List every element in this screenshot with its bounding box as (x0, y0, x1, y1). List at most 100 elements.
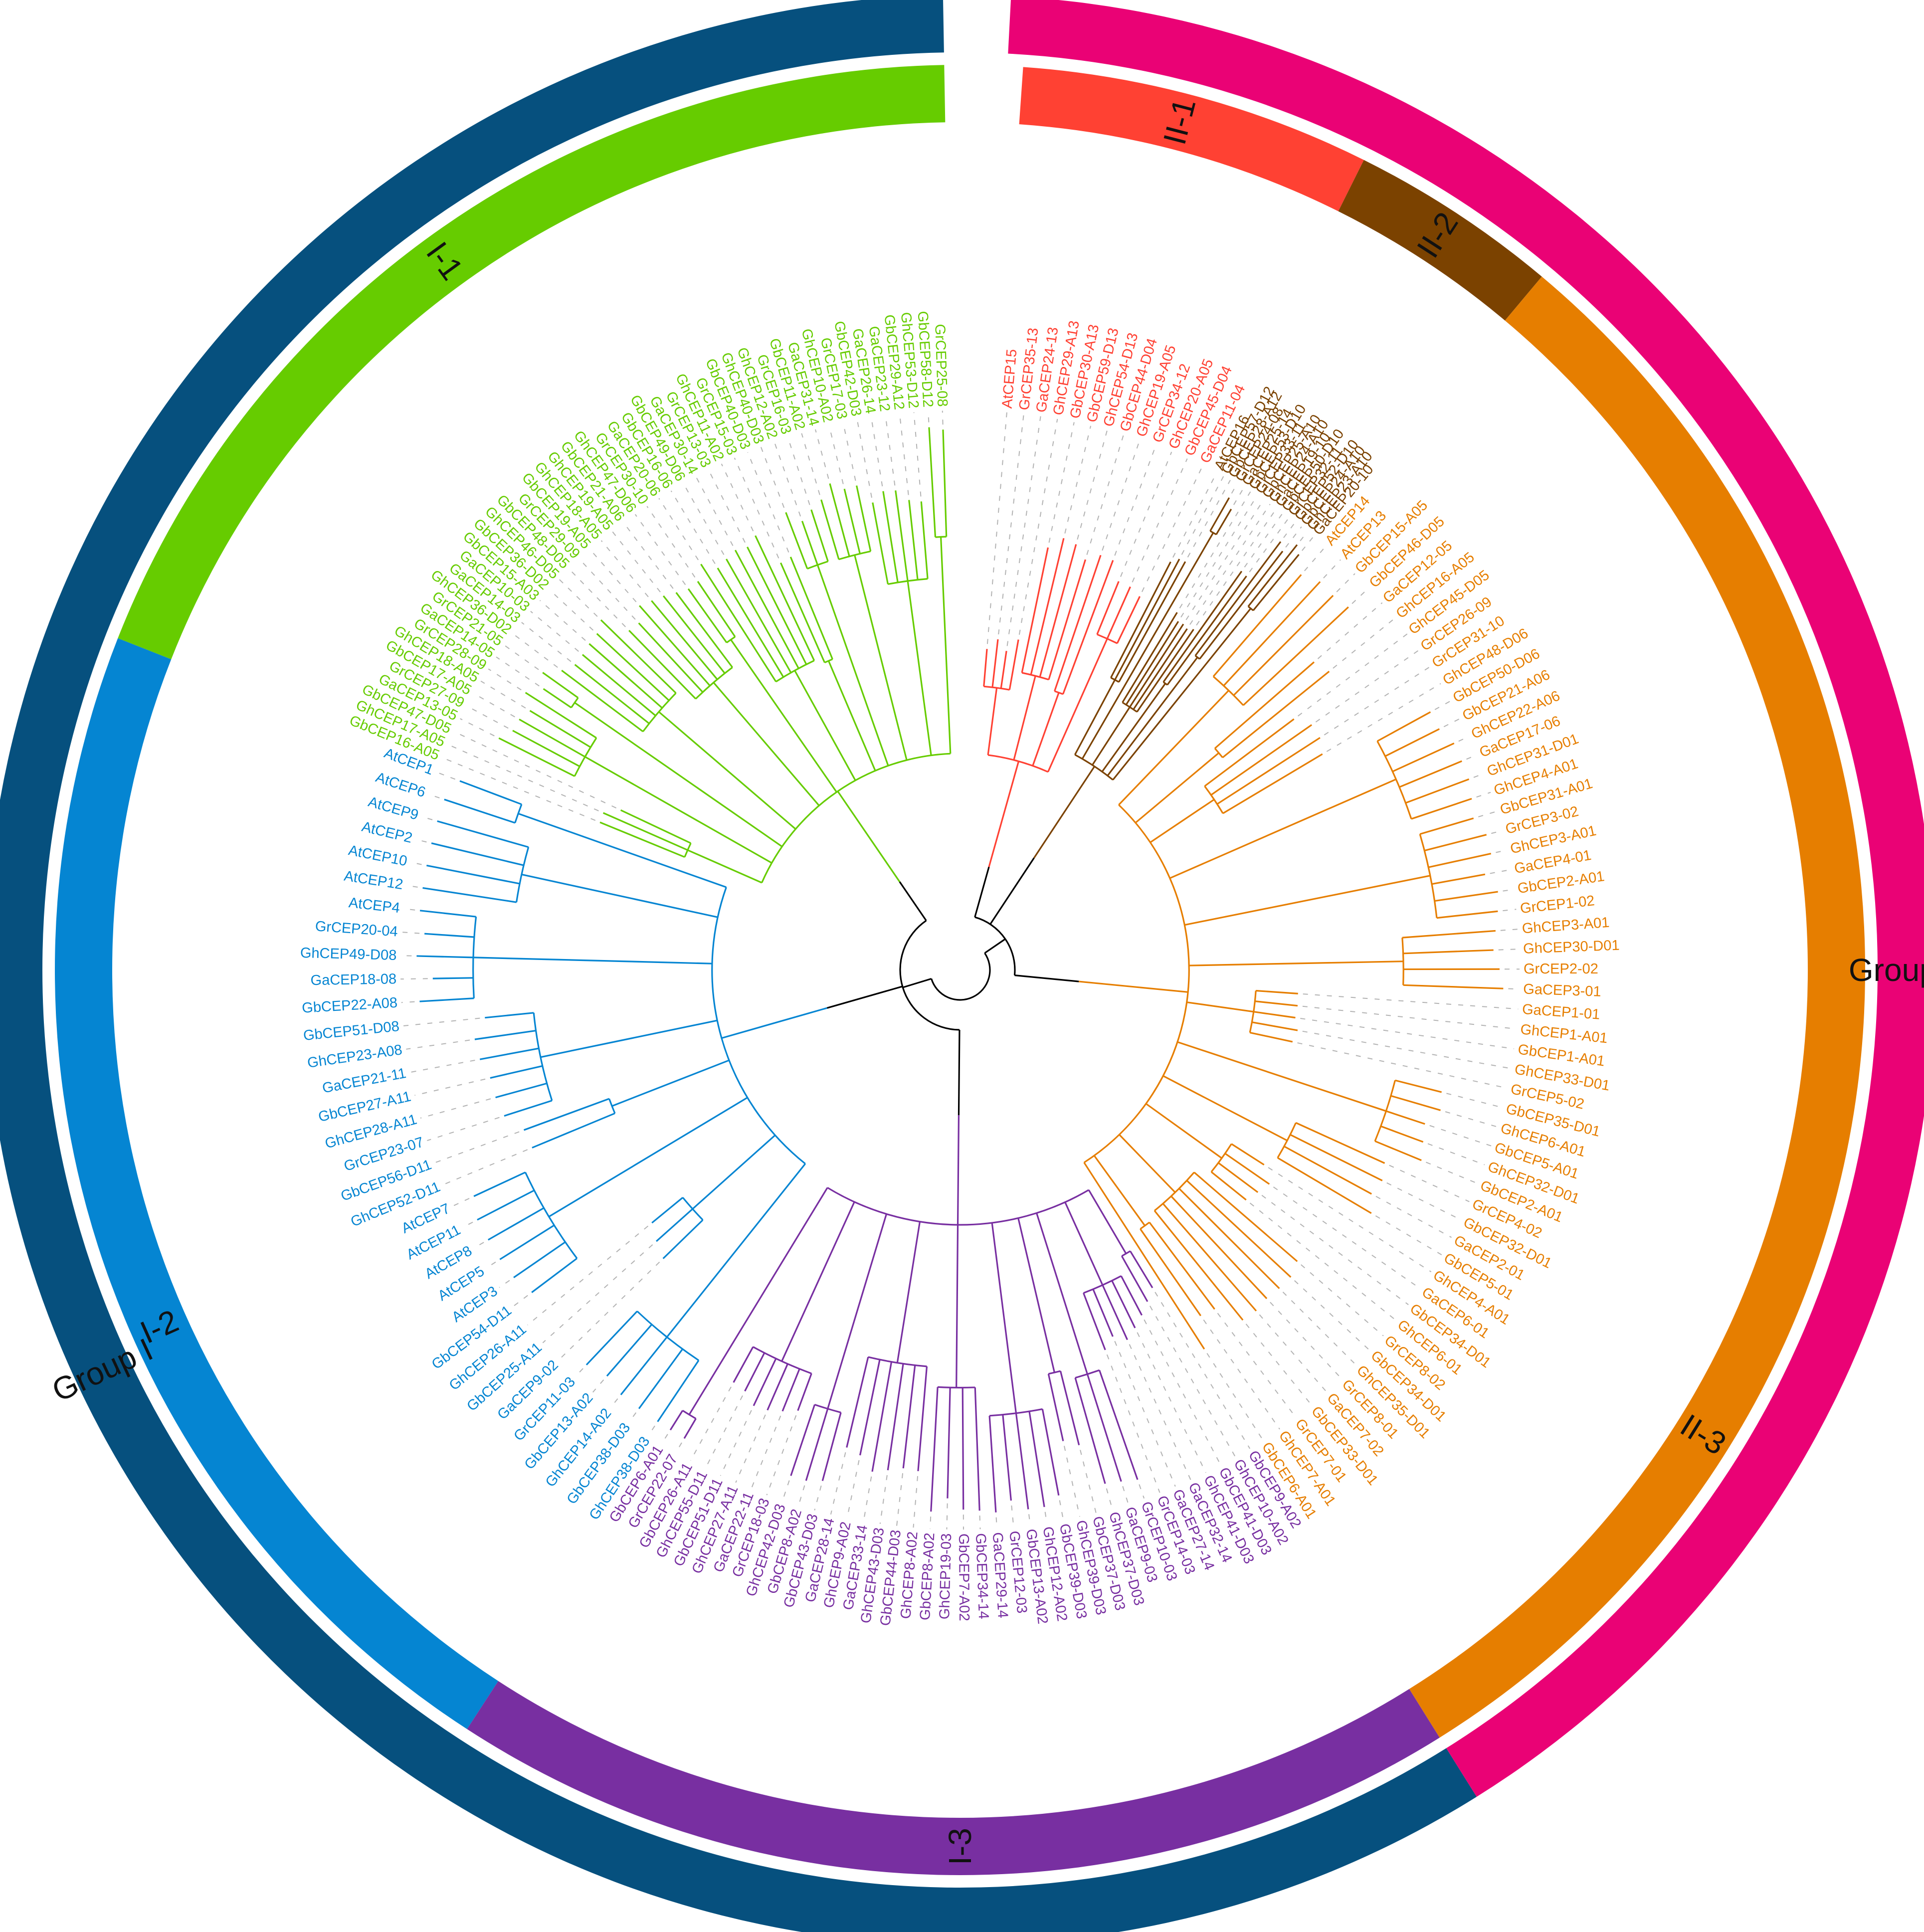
branch (512, 730, 580, 768)
branch (1223, 581, 1321, 687)
branch (991, 1222, 1017, 1413)
leaf-guide (452, 1198, 470, 1207)
branch (1114, 559, 1180, 680)
branch (983, 649, 988, 687)
branch (581, 654, 656, 717)
branch (872, 502, 889, 584)
branch (882, 491, 899, 583)
leaf-label: GrCEP1-02 (1520, 893, 1595, 917)
branch (444, 798, 516, 824)
leaf-guide (720, 1410, 752, 1476)
leaf-label: GaCEP18-08 (310, 971, 396, 988)
branch (810, 509, 829, 562)
branch (1118, 690, 1229, 805)
branch (989, 857, 1035, 925)
branch (1059, 1370, 1080, 1446)
branch (1284, 1146, 1372, 1195)
branch (548, 1097, 748, 1218)
branch (529, 710, 591, 748)
leaf-guide (1064, 425, 1092, 534)
branch (1210, 724, 1313, 796)
branch (887, 1363, 904, 1471)
branch-arc (1210, 1143, 1232, 1172)
leaf-label: GbCEP34-14 (972, 1533, 991, 1620)
leaf-guide (1443, 718, 1460, 728)
leaf-guide (629, 1412, 637, 1422)
branch (1112, 608, 1252, 780)
leaf-guide (1259, 1314, 1328, 1393)
leaf-guide (463, 1221, 473, 1228)
branch (1170, 1195, 1268, 1299)
leaf-guide (488, 668, 522, 691)
branch (1212, 574, 1302, 677)
branch-arc (1204, 785, 1224, 814)
branch (658, 711, 796, 830)
branch (490, 1065, 543, 1079)
leaf-guide (579, 559, 636, 620)
branch (1008, 639, 1019, 690)
branch (1013, 675, 1036, 761)
branch (816, 565, 889, 766)
leaf-label: AtCEP10 (347, 842, 408, 869)
branch (1247, 544, 1298, 607)
leaf-guide (575, 1368, 583, 1377)
branch (479, 1047, 539, 1060)
branch (1233, 594, 1334, 696)
branch (1252, 554, 1300, 611)
branch (1047, 638, 1108, 773)
branch (1002, 1414, 1012, 1501)
branch (1215, 508, 1232, 535)
leaf-guide (512, 633, 558, 668)
leaf-guide (1114, 1341, 1176, 1487)
leaf-guide (782, 1480, 790, 1501)
leaf-guide (1063, 1446, 1080, 1517)
branch (498, 737, 575, 777)
leaf-guide (1503, 889, 1514, 892)
branch (726, 559, 792, 673)
branch (1139, 1248, 1205, 1350)
branch (424, 933, 475, 938)
leaf-guide (1273, 1186, 1421, 1289)
leaf-guide (1498, 949, 1520, 951)
leaf-guide (1077, 430, 1108, 540)
branch (1218, 1162, 1259, 1193)
branch (584, 756, 772, 864)
leaf-label: GaCEP1-01 (1522, 1001, 1600, 1023)
leaf-guide (846, 1460, 860, 1519)
leaf-guide (675, 1442, 682, 1453)
branch (1193, 1171, 1298, 1262)
branch (1403, 949, 1494, 955)
leaf-label: AtCEP12 (343, 868, 404, 893)
branch-arc (726, 636, 736, 643)
branch (1184, 875, 1431, 926)
branch (437, 820, 529, 848)
branch (1079, 980, 1188, 993)
branch (1256, 989, 1298, 994)
clade-i-2-ring (54, 638, 499, 1730)
branch (1177, 1041, 1386, 1112)
branch-arc (807, 561, 828, 570)
leaf-guide (646, 506, 696, 578)
branch (987, 688, 998, 756)
leaf-guide (1189, 504, 1271, 625)
branch (984, 938, 1006, 954)
leaf-guide (1187, 480, 1231, 558)
leaf-guide (1018, 418, 1058, 635)
branch (1295, 1122, 1385, 1164)
branch (1122, 612, 1178, 703)
leaf-guide (913, 1476, 919, 1528)
branch (1119, 1134, 1176, 1193)
branch (675, 592, 733, 668)
branch (620, 1337, 668, 1395)
backbone-branches (827, 857, 1079, 1116)
branch (767, 1363, 788, 1411)
branch (820, 499, 840, 560)
branch (485, 1012, 534, 1019)
branch (495, 1082, 547, 1099)
leaf-guide (787, 437, 810, 505)
leaf-guide (1336, 573, 1355, 592)
leaf-guide (1285, 526, 1302, 548)
branch (1028, 1411, 1045, 1508)
branch-arc (574, 737, 597, 777)
branch (1121, 1255, 1149, 1302)
